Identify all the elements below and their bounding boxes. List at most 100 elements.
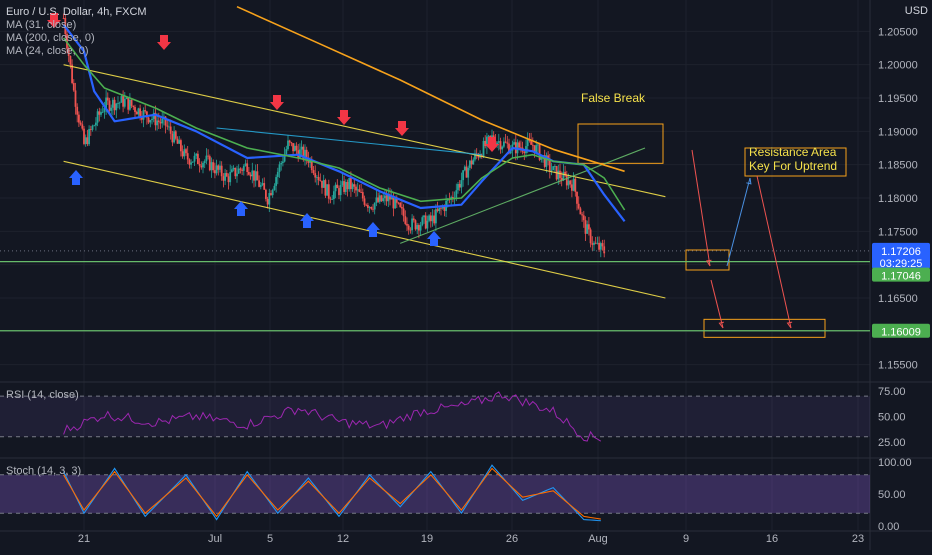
candle-body[interactable] (382, 198, 385, 202)
candle-body[interactable] (168, 126, 170, 128)
candle-body[interactable] (244, 163, 247, 166)
candle-body[interactable] (581, 214, 583, 216)
candle-body[interactable] (537, 144, 539, 146)
candle-body[interactable] (533, 145, 536, 154)
candle-body[interactable] (402, 208, 405, 217)
candle-body[interactable] (251, 170, 254, 177)
candle-body[interactable] (314, 173, 317, 178)
candle-body[interactable] (146, 111, 148, 118)
candle-body[interactable] (436, 209, 439, 211)
candle-body[interactable] (117, 103, 119, 104)
currency-label[interactable]: USD (904, 5, 928, 17)
candle-body[interactable] (506, 142, 509, 144)
candle-body[interactable] (440, 207, 442, 209)
candle-body[interactable] (372, 208, 374, 210)
candle-body[interactable] (76, 106, 79, 115)
candle-body[interactable] (373, 202, 376, 210)
candle-body[interactable] (358, 189, 361, 192)
candle-body[interactable] (458, 183, 461, 188)
candle-body[interactable] (317, 176, 320, 181)
candle-body[interactable] (363, 198, 366, 205)
candle-body[interactable] (67, 48, 70, 56)
candle-body[interactable] (173, 131, 175, 143)
candle-body[interactable] (190, 162, 192, 165)
candle-body[interactable] (435, 209, 437, 224)
candle-body[interactable] (89, 129, 92, 130)
candle-body[interactable] (397, 202, 400, 204)
candle-body[interactable] (389, 194, 391, 200)
candle-body[interactable] (333, 191, 335, 199)
candle-body[interactable] (227, 176, 230, 183)
candle-body[interactable] (594, 242, 597, 244)
candle-body[interactable] (225, 173, 228, 177)
candle-body[interactable] (577, 203, 580, 209)
candle-body[interactable] (367, 205, 369, 208)
candle-body[interactable] (336, 184, 339, 189)
price-axis[interactable]: 1.20500 1.20000 1.19500 1.19000 1.18500 1.180… (872, 26, 930, 533)
candle-body[interactable] (487, 135, 490, 137)
candle-body[interactable] (467, 167, 470, 178)
candle-body[interactable] (203, 161, 206, 164)
candle-body[interactable] (446, 199, 449, 201)
candle-body[interactable] (552, 166, 555, 171)
candle-body[interactable] (591, 243, 594, 245)
candle-body[interactable] (139, 108, 141, 118)
candle-body[interactable] (545, 155, 548, 167)
candle-body[interactable] (344, 181, 347, 192)
candle-body[interactable] (416, 225, 419, 230)
candle-body[interactable] (319, 180, 322, 181)
candle-body[interactable] (484, 140, 487, 147)
candle-body[interactable] (236, 173, 238, 177)
candle-body[interactable] (394, 197, 396, 209)
candle-body[interactable] (285, 149, 288, 155)
candle-body[interactable] (310, 159, 313, 171)
candle-body[interactable] (290, 142, 293, 144)
candle-body[interactable] (356, 189, 359, 191)
candle-body[interactable] (149, 120, 152, 123)
candle-body[interactable] (241, 169, 243, 171)
candle-body[interactable] (171, 133, 174, 143)
candle-body[interactable] (283, 154, 286, 162)
candle-body[interactable] (183, 149, 186, 157)
candle-body[interactable] (572, 178, 575, 191)
candle-body[interactable] (142, 110, 145, 120)
candle-body[interactable] (355, 186, 357, 191)
candle-body[interactable] (596, 242, 599, 244)
candle-body[interactable] (197, 153, 199, 165)
candle-body[interactable] (265, 189, 267, 199)
candle-body[interactable] (426, 220, 429, 229)
candle-body[interactable] (106, 97, 109, 101)
candle-body[interactable] (231, 169, 233, 173)
candlesticks[interactable] (62, 13, 606, 258)
candle-body[interactable] (584, 220, 587, 234)
candle-body[interactable] (503, 141, 505, 147)
candle-body[interactable] (554, 166, 556, 167)
candle-body[interactable] (593, 242, 595, 245)
candle-body[interactable] (499, 141, 502, 150)
candle-body[interactable] (169, 126, 172, 134)
candle-body[interactable] (351, 184, 354, 190)
candle-body[interactable] (508, 143, 510, 154)
candle-body[interactable] (275, 177, 277, 186)
candle-body[interactable] (130, 99, 133, 106)
candle-body[interactable] (101, 111, 104, 113)
candle-body[interactable] (222, 176, 225, 181)
candle-body[interactable] (113, 99, 116, 111)
candle-body[interactable] (273, 185, 276, 190)
candle-body[interactable] (259, 184, 262, 187)
candle-body[interactable] (200, 165, 203, 168)
rsi-label[interactable]: RSI (14, close) (6, 389, 79, 401)
candle-body[interactable] (112, 99, 114, 108)
candle-body[interactable] (198, 164, 201, 166)
candle-body[interactable] (174, 131, 177, 139)
candle-body[interactable] (188, 159, 191, 165)
candle-body[interactable] (334, 184, 337, 192)
candle-body[interactable] (215, 165, 218, 174)
candle-body[interactable] (470, 160, 473, 165)
candle-body[interactable] (443, 206, 446, 212)
candle-body[interactable] (125, 97, 128, 99)
candle-body[interactable] (562, 171, 565, 181)
candle-body[interactable] (429, 215, 432, 222)
candle-body[interactable] (457, 183, 459, 191)
